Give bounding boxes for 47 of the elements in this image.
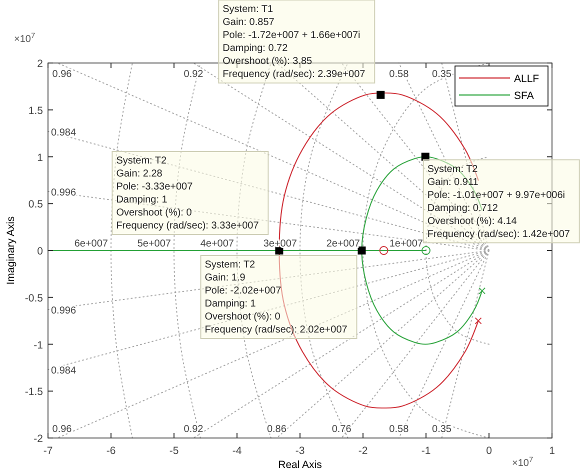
x-tick-label: -2 bbox=[358, 445, 368, 457]
annotation: 0.58 bbox=[389, 69, 410, 80]
x-tick-label: -3 bbox=[295, 445, 305, 457]
annotation: 0.86 bbox=[266, 424, 287, 435]
x-tick-label: -4 bbox=[232, 445, 242, 457]
annotation: 2e+007 bbox=[326, 238, 360, 250]
annotation: 0.984 bbox=[51, 127, 76, 138]
annotation: 0.92 bbox=[184, 69, 204, 80]
annotation: 0.984 bbox=[51, 366, 76, 377]
annotation: System: T1 Gain: 0.857 Pole: -1.72e+007 + 1.66e+007i Damping: 0.72 Overshoot (%): 3.85 Frequency (rad/sec): 2.39e+007 bbox=[222, 4, 366, 80]
annotation: 0.35 bbox=[432, 69, 452, 80]
annotation: 0.996 bbox=[51, 187, 76, 198]
annotation: System: T2 Gain: 1.9 Pole: -2.02e+007 Damping: 1 Overshoot (%): 0 Frequency (rad/sec): 2.02e+007 bbox=[204, 260, 348, 336]
y-axis-title: Imaginary Axis bbox=[5, 216, 17, 285]
y-tick-label: -0.5 bbox=[24, 292, 44, 304]
y-tick-label: -1.5 bbox=[24, 386, 44, 398]
y-tick-label: -1 bbox=[34, 339, 44, 352]
y-tick-label: 2 bbox=[37, 58, 44, 70]
annotation: 1e+007 bbox=[389, 238, 424, 250]
legend-label: SFA bbox=[514, 90, 534, 102]
annotation: 0.92 bbox=[184, 424, 204, 435]
annotation: 0.58 bbox=[389, 424, 410, 435]
text: ×10$^{7}$ bbox=[14, 30, 36, 45]
annotation: 0.76 bbox=[332, 424, 352, 435]
annotation: 0.996 bbox=[51, 306, 76, 317]
annotation: 0.96 bbox=[52, 424, 72, 435]
annotation: System: T2 Gain: 2.28 Pole: -3.33e+007 Damping: 1 Overshoot (%): 0 Frequency (rad/sec): 3.33e+007 bbox=[116, 156, 260, 232]
x-tick-label: 1 bbox=[549, 445, 556, 457]
x-tick-label: -6 bbox=[106, 445, 116, 457]
x-tick-label: -7 bbox=[43, 445, 53, 457]
annotation: 4e+007 bbox=[200, 238, 234, 250]
y-tick-label: 0.5 bbox=[28, 198, 44, 211]
annotation: 6e+007 bbox=[74, 238, 108, 250]
x-axis-title: Real Axis bbox=[278, 459, 322, 471]
y-tick-label: 1.5 bbox=[28, 104, 44, 117]
text: ×10$^{7}$ bbox=[512, 454, 534, 469]
annotation: 0.35 bbox=[432, 424, 452, 435]
y-tick-label: -2 bbox=[34, 433, 44, 445]
annotation: 5e+007 bbox=[137, 238, 172, 250]
annotation: System: T2 Gain: 0.911 Pole: -1.01e+007 + 9.97e+006i Damping: 0.712 Overshoot (%): 4.14 Frequency (rad/sec): 1.42e+007 bbox=[427, 164, 570, 240]
x-tick-label: -1 bbox=[421, 445, 431, 457]
legend-label: ALLF bbox=[514, 73, 540, 85]
annotation: 0.96 bbox=[52, 69, 72, 80]
y-tick-label: 1 bbox=[37, 152, 44, 164]
x-tick-label: 0 bbox=[486, 445, 492, 457]
x-tick-label: -5 bbox=[169, 445, 179, 457]
y-tick-label: 0 bbox=[37, 246, 44, 258]
